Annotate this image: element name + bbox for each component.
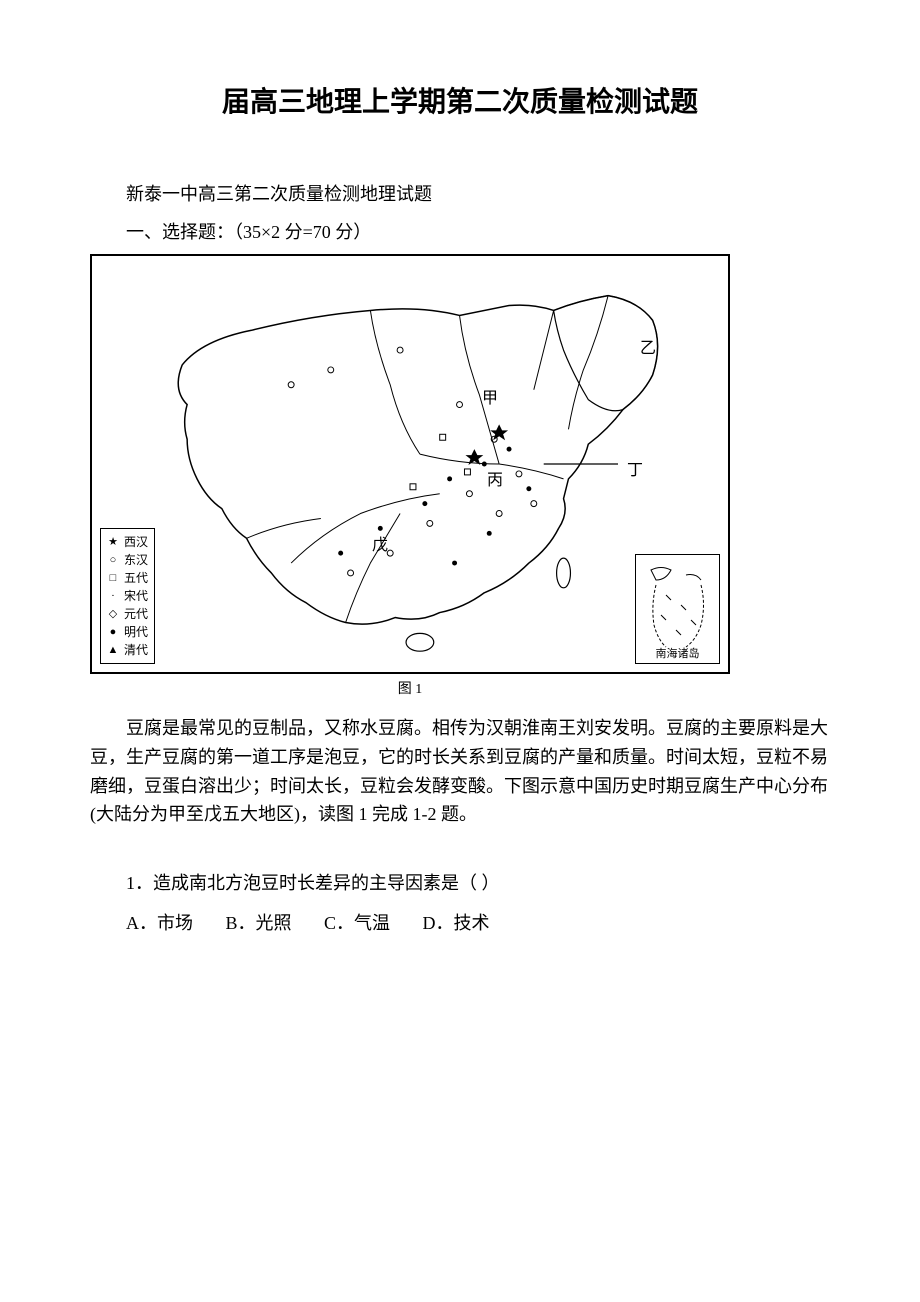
dot-filled-icon: ● [107, 626, 119, 638]
choice-b: B．光照 [226, 913, 292, 933]
legend-row: ◇ 元代 [107, 605, 148, 623]
choice-d: D．技术 [423, 913, 490, 933]
legend-label: 西汉 [124, 533, 148, 551]
legend-row: ● 明代 [107, 623, 148, 641]
map-label-jia: 甲 [482, 384, 498, 408]
passage-text: 豆腐是最常见的豆制品，又称水豆腐。相传为汉朝淮南王刘安发明。豆腐的主要原料是大豆… [90, 714, 830, 829]
map-label-wu: 戊 [372, 531, 388, 555]
legend-row: ★ 西汉 [107, 533, 148, 551]
legend-row: · 宋代 [107, 587, 148, 605]
subtitle: 新泰一中高三第二次质量检测地理试题 [90, 180, 830, 206]
legend-label: 清代 [124, 641, 148, 659]
section-heading: 一、选择题：（35×2 分=70 分） [90, 218, 830, 244]
legend-label: 五代 [124, 569, 148, 587]
page-title: 届高三地理上学期第二次质量检测试题 [90, 80, 830, 120]
choice-a: A．市场 [126, 913, 193, 933]
legend-label: 明代 [124, 623, 148, 641]
choice-c: C．气温 [324, 913, 390, 933]
map-label-yi: 乙 [640, 334, 656, 358]
square-open-icon: □ [107, 572, 119, 584]
diamond-open-icon: ◇ [107, 608, 119, 620]
figure-caption: 图 1 [90, 678, 730, 698]
figure-china-map: 甲 乙 丙 丁 戊 ★ 西汉 ○ 东汉 □ 五代 · 宋代 ◇ 元代 ● 明代 … [90, 254, 730, 674]
legend-label: 元代 [124, 605, 148, 623]
legend-row: ○ 东汉 [107, 551, 148, 569]
question-1-choices: A．市场 B．光照 C．气温 D．技术 [90, 909, 830, 935]
star-filled-icon: ★ [107, 536, 119, 548]
map-label-bing: 丙 [487, 466, 503, 490]
legend-label: 东汉 [124, 551, 148, 569]
circle-open-icon: ○ [107, 554, 119, 566]
legend-row: □ 五代 [107, 569, 148, 587]
map-legend: ★ 西汉 ○ 东汉 □ 五代 · 宋代 ◇ 元代 ● 明代 ▲ 清代 [100, 528, 155, 664]
question-1-stem: 1．造成南北方泡豆时长差异的主导因素是（ ） [90, 869, 830, 895]
legend-label: 宋代 [124, 587, 148, 605]
map-label-ding: 丁 [627, 456, 643, 480]
south-sea-inset: 南海诸岛 [635, 554, 720, 664]
triangle-filled-icon: ▲ [107, 644, 119, 656]
legend-row: ▲ 清代 [107, 641, 148, 659]
inset-label: 南海诸岛 [636, 645, 719, 661]
dot-small-icon: · [107, 590, 119, 602]
